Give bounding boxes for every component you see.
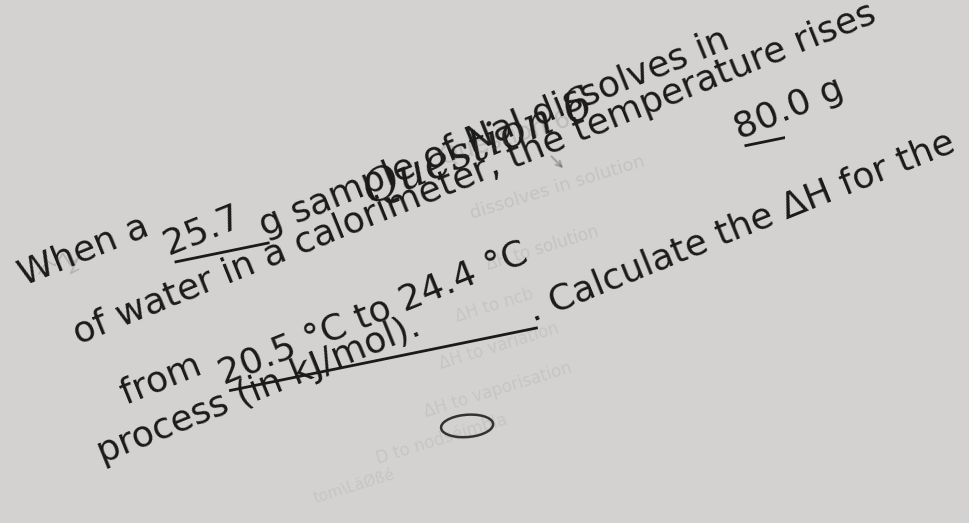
Text: Question 6: Question 6 (356, 83, 598, 214)
Text: 25.7: 25.7 (159, 196, 257, 262)
Text: ΔH to vaporisation: ΔH to vaporisation (421, 358, 573, 420)
Text: . Calculate the ΔH for the: . Calculate the ΔH for the (522, 124, 958, 327)
Text: ΔH to variation: ΔH to variation (437, 320, 561, 373)
Text: ΔH to ncb: ΔH to ncb (453, 285, 535, 325)
Text: D to nodséimbla: D to nodséimbla (374, 411, 510, 468)
Text: process (in kJ/mol).: process (in kJ/mol). (92, 309, 424, 470)
Text: tom\LäØßé: tom\LäØßé (311, 468, 396, 506)
Text: of water in a calorimeter, the temperature rises: of water in a calorimeter, the temperatu… (69, 0, 880, 351)
Text: dissolves in solution: dissolves in solution (468, 152, 647, 222)
Text: g sample of NaI dissolves in: g sample of NaI dissolves in (254, 18, 744, 243)
Text: When a: When a (14, 204, 164, 292)
Text: 80.0 g: 80.0 g (729, 71, 848, 146)
Text: ΔH to solution: ΔH to solution (484, 223, 601, 274)
Text: 20.5 °C to 24.4 °C: 20.5 °C to 24.4 °C (213, 235, 532, 391)
Text: from: from (115, 343, 217, 411)
Text: Question 6: Question 6 (436, 107, 573, 170)
